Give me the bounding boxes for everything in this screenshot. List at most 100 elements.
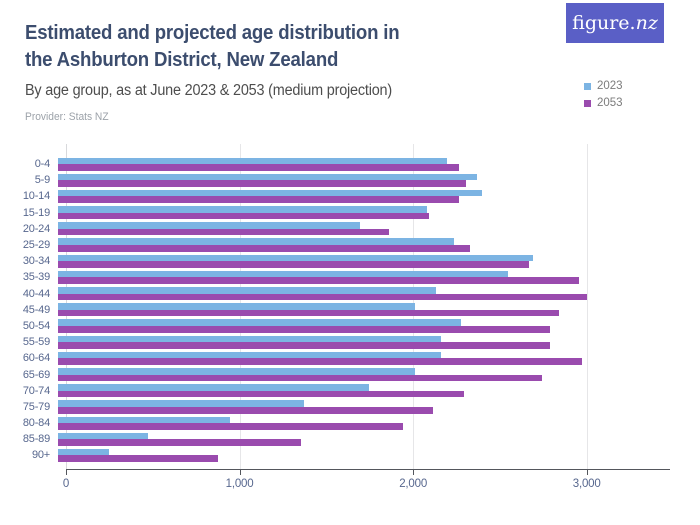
- y-axis-label: 0-4: [34, 158, 51, 171]
- page-title-line1: Estimated and projected age distribution…: [25, 22, 400, 44]
- x-axis-tick-label: 1,000: [225, 478, 254, 490]
- chart-row-30-34: 30-34: [0, 253, 670, 269]
- chart-row-50-54: 50-54: [0, 318, 670, 334]
- bar-2023-50-54[interactable]: [58, 319, 461, 326]
- x-axis-tick: [413, 470, 415, 475]
- y-axis-label: 55-59: [22, 336, 50, 349]
- bar-group: [58, 270, 670, 284]
- bar-group: [58, 367, 670, 382]
- bar-2053-85-89[interactable]: [58, 439, 301, 446]
- bar-2053-30-34[interactable]: [58, 261, 530, 268]
- chart-header: Estimated and projected age distribution…: [25, 20, 546, 123]
- bar-2053-40-44[interactable]: [58, 293, 588, 301]
- bar-group: [58, 189, 670, 204]
- chart-row-75-79: 75-79: [0, 399, 670, 415]
- x-axis-tick: [239, 470, 241, 475]
- bar-2053-90+[interactable]: [58, 455, 219, 463]
- y-axis-label: 40-44: [22, 287, 50, 300]
- bar-2023-70-74[interactable]: [58, 384, 370, 391]
- bar-2023-0-4[interactable]: [58, 157, 447, 165]
- bar-2023-45-49[interactable]: [58, 303, 415, 310]
- bar-2023-35-39[interactable]: [58, 270, 509, 278]
- bar-2023-5-9[interactable]: [58, 173, 477, 181]
- bar-2053-55-59[interactable]: [58, 342, 551, 349]
- bar-group: [58, 319, 670, 333]
- legend-label: 2023: [597, 80, 623, 92]
- bar-2023-75-79[interactable]: [58, 400, 305, 407]
- plot-rows: 0-4 5-9 10-14 15-19 20-24 25-29 30-34 35-39 40-4…: [0, 156, 670, 464]
- bar-2023-85-89[interactable]: [58, 432, 148, 440]
- bar-2023-20-24[interactable]: [58, 222, 361, 229]
- logo-text-main: figure.: [572, 12, 636, 34]
- chart-legend: 2023 2053: [584, 79, 623, 110]
- bar-2053-0-4[interactable]: [58, 164, 459, 171]
- bar-2053-50-54[interactable]: [58, 325, 551, 333]
- y-axis-label: 85-89: [22, 433, 50, 446]
- y-axis-label: 80-84: [22, 417, 50, 430]
- y-axis-label: 35-39: [22, 271, 50, 284]
- y-axis-label: 90+: [31, 449, 50, 462]
- figure-nz-logo[interactable]: figure. nz: [566, 3, 664, 43]
- bar-2023-15-19[interactable]: [58, 206, 428, 213]
- bar-group: [58, 432, 670, 446]
- legend-swatch-2023: [584, 82, 591, 90]
- chart-row-25-29: 25-29: [0, 237, 670, 253]
- bar-2053-45-49[interactable]: [58, 309, 560, 317]
- legend-item-2023[interactable]: 2023: [584, 79, 623, 93]
- x-axis-tick-label: 0: [62, 478, 70, 490]
- bar-2053-75-79[interactable]: [58, 406, 433, 414]
- bar-2053-80-84[interactable]: [58, 423, 403, 430]
- chart-row-55-59: 55-59: [0, 334, 670, 350]
- bar-2053-10-14[interactable]: [58, 196, 459, 204]
- bar-group: [58, 173, 670, 187]
- x-axis-tick: [586, 470, 588, 475]
- chart-row-20-24: 20-24: [0, 221, 670, 237]
- y-axis-label: 75-79: [22, 400, 50, 413]
- y-axis-label: 70-74: [22, 384, 50, 397]
- bar-2023-60-64[interactable]: [58, 351, 442, 359]
- bar-group: [58, 384, 670, 398]
- bar-2023-30-34[interactable]: [58, 254, 533, 262]
- gridline-3000: [586, 144, 588, 469]
- bar-2053-20-24[interactable]: [58, 228, 389, 236]
- y-axis-label: 50-54: [22, 319, 50, 332]
- y-axis-label: 10-14: [22, 190, 50, 203]
- bar-group: [58, 222, 670, 236]
- y-axis-label: 25-29: [22, 239, 50, 252]
- bar-2053-5-9[interactable]: [58, 180, 466, 187]
- bar-2023-65-69[interactable]: [58, 367, 415, 375]
- bar-2023-25-29[interactable]: [58, 238, 454, 246]
- bar-chart: 0 1,000 2,000 3,000 0-4 5-9 10-14 15-19 20-24 25…: [0, 144, 700, 504]
- y-axis-label: 5-9: [34, 174, 51, 187]
- x-axis-tick-label: 3,000: [572, 478, 601, 490]
- legend-swatch-2053: [584, 99, 591, 107]
- bar-2053-15-19[interactable]: [58, 212, 430, 220]
- legend-item-2053[interactable]: 2053: [584, 96, 623, 110]
- bar-2023-55-59[interactable]: [58, 335, 442, 343]
- chart-row-85-89: 85-89: [0, 431, 670, 447]
- page-title-line2: the Ashburton District, New Zealand: [25, 49, 339, 71]
- chart-row-70-74: 70-74: [0, 383, 670, 399]
- chart-row-40-44: 40-44: [0, 286, 670, 302]
- y-axis-label: 30-34: [22, 255, 50, 268]
- bar-2023-10-14[interactable]: [58, 189, 482, 197]
- bar-group: [58, 303, 670, 317]
- bar-2053-70-74[interactable]: [58, 390, 465, 398]
- bar-2023-40-44[interactable]: [58, 287, 437, 294]
- bar-2053-60-64[interactable]: [58, 358, 583, 365]
- bar-2053-25-29[interactable]: [58, 245, 470, 252]
- bar-2023-80-84[interactable]: [58, 416, 231, 424]
- chart-row-15-19: 15-19: [0, 205, 670, 221]
- bar-group: [58, 238, 670, 252]
- chart-row-65-69: 65-69: [0, 366, 670, 382]
- bar-group: [58, 351, 670, 365]
- bar-group: [58, 157, 670, 171]
- chart-row-45-49: 45-49: [0, 302, 670, 318]
- bar-2053-65-69[interactable]: [58, 374, 542, 382]
- bar-2053-35-39[interactable]: [58, 277, 579, 284]
- chart-subtitle: By age group, as at June 2023 & 2053 (me…: [25, 82, 393, 99]
- chart-row-80-84: 80-84: [0, 415, 670, 431]
- bar-2023-90+[interactable]: [58, 448, 109, 456]
- chart-row-5-9: 5-9: [0, 172, 670, 188]
